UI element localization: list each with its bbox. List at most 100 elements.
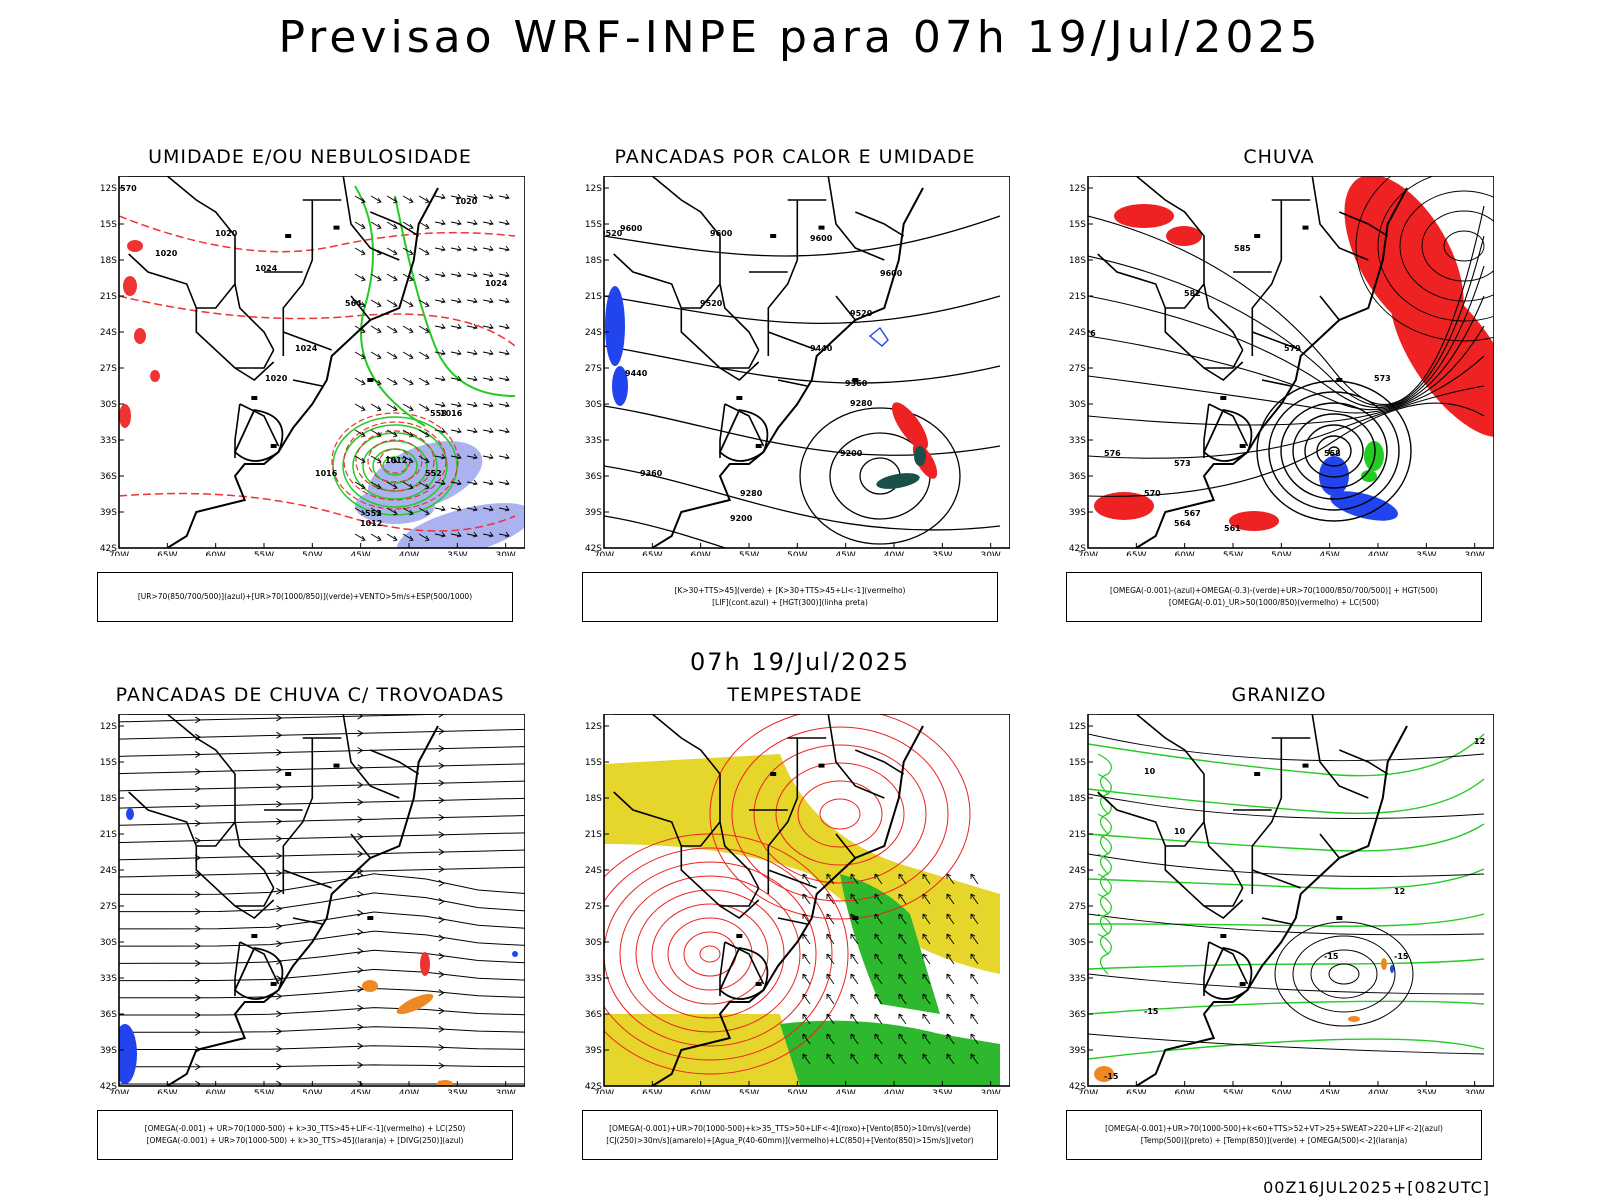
lat-tick-label: 15S (100, 220, 117, 230)
lon-tick-label: 45W (1319, 1089, 1339, 1094)
lat-tick-label: 15S (100, 758, 117, 768)
panel-title: GRANIZO (1231, 684, 1327, 706)
lat-tick-label: 24S (585, 328, 602, 338)
lon-tick-label: 50W (787, 1089, 807, 1094)
lon-tick-label: 40W (399, 1089, 419, 1094)
lat-tick-label: 36S (1069, 1010, 1086, 1020)
contour-label: 573 (1374, 374, 1391, 383)
contour-label: 558 (1324, 449, 1341, 458)
contour-label: 561 (1224, 524, 1241, 533)
lat-tick-label: 27S (100, 902, 117, 912)
lat-tick-label: 12S (585, 184, 602, 194)
legend-line: [OMEGA(-0.001)+UR>70(1000-500)+k>35_TTS>… (609, 1124, 971, 1133)
lat-tick-label: 39S (1069, 1046, 1086, 1056)
lat-tick-label: 36S (585, 1010, 602, 1020)
contour-label: 9360 (845, 379, 868, 388)
lon-tick-label: 65W (642, 551, 662, 556)
legend-line: [K>30+TTS>45](verde) + [K>30+TTS>45+LI<-… (674, 586, 906, 595)
lon-tick-label: 35W (1416, 1089, 1436, 1094)
lon-tick-label: 70W (109, 1089, 129, 1094)
legend-line: [OMEGA(-0.001) + UR>70(1000-500) + k>30_… (144, 1124, 466, 1133)
lat-tick-label: 21S (1069, 292, 1086, 302)
panel-title: UMIDADE E/OU NEBULOSIDADE (148, 146, 472, 168)
lat-tick-label: 36S (1069, 472, 1086, 482)
map-trovoadas: 12S 15S 18S 21S 24S 27S 30S 33S 36S 39S 42S 70W 65W 6… (95, 714, 525, 1094)
lat-tick-label: 24S (100, 328, 117, 338)
map-tempestade: 12S 15S 18S 21S 24S 27S 30S 33S 36S 39S 42S 70W 65W 6… (580, 714, 1010, 1094)
lon-tick-label: 30W (1464, 551, 1484, 556)
contour-label: 1024 (485, 279, 508, 288)
contour-label: 9280 (740, 489, 763, 498)
legend-pancadas-calor: [K>30+TTS>45](verde) + [K>30+TTS>45+LI<-… (582, 572, 998, 622)
contour-label: 1020 (455, 197, 478, 206)
lon-tick-label: 55W (1223, 1089, 1243, 1094)
lat-tick-label: 27S (585, 902, 602, 912)
panel-title: PANCADAS POR CALOR E UMIDADE (614, 146, 976, 168)
lat-tick-label: 30S (585, 400, 602, 410)
lon-tick-label: 60W (690, 551, 710, 556)
lat-tick-label: 27S (1069, 902, 1086, 912)
contour-label: -15 (1104, 1072, 1119, 1081)
contour-label: 9440 (810, 344, 833, 353)
legend-tempestade: [OMEGA(-0.001)+UR>70(1000-500)+k>35_TTS>… (582, 1110, 998, 1160)
lat-tick-label: 39S (100, 508, 117, 518)
contour-label: 12 (1474, 737, 1485, 746)
contour-label: 9280 (850, 399, 873, 408)
lat-tick-label: 24S (100, 866, 117, 876)
lat-tick-label: 39S (100, 1046, 117, 1056)
lat-tick-label: 39S (585, 508, 602, 518)
lon-tick-label: 55W (1223, 551, 1243, 556)
lat-tick-label: 18S (100, 794, 117, 804)
main-title: Previsao WRF-INPE para 07h 19/Jul/2025 (278, 12, 1322, 63)
legend-line: [OMEGA(-0.001)-(azul)+OMEGA(-0.3)-(verde… (1110, 586, 1438, 595)
lon-tick-label: 35W (447, 551, 467, 556)
lat-tick-label: 15S (585, 758, 602, 768)
lat-tick-label: 27S (100, 364, 117, 374)
lon-tick-label: 65W (157, 551, 177, 556)
lat-tick-label: 36S (585, 472, 602, 482)
lat-tick-label: 33S (100, 436, 117, 446)
lat-tick-label: 42S (100, 1082, 117, 1092)
lon-tick-label: 40W (884, 1089, 904, 1094)
lat-tick-label: 33S (585, 436, 602, 446)
map-pancadas-calor: 9520 9600 9600 9600 9600 9520 9520 9440 9440 9360… (580, 176, 1010, 556)
contour-label: 579 (1284, 344, 1301, 353)
lon-tick-label: 65W (157, 1089, 177, 1094)
lon-tick-label: 30W (980, 551, 1000, 556)
lat-tick-label: 42S (1069, 1082, 1086, 1092)
lat-tick-label: 21S (585, 830, 602, 840)
legend-chuva: [OMEGA(-0.001)-(azul)+OMEGA(-0.3)-(verde… (1066, 572, 1482, 622)
lat-tick-label: 24S (585, 866, 602, 876)
panel-title: CHUVA (1243, 146, 1315, 168)
legend-line: [OMEGA(-0.001) + UR>70(1000-500) + k>30_… (146, 1136, 464, 1145)
lon-tick-label: 30W (1464, 1089, 1484, 1094)
lon-tick-label: 70W (594, 551, 614, 556)
lat-tick-label: 24S (1069, 328, 1086, 338)
contour-label: 576 (1104, 449, 1121, 458)
lon-tick-label: 45W (350, 551, 370, 556)
lat-tick-label: 21S (100, 292, 117, 302)
contour-label: 1020 (215, 229, 238, 238)
legend-granizo: [OMEGA(-0.001)+UR>70(1000-500)+k<60+TTS>… (1066, 1110, 1482, 1160)
contour-label: 576 (1079, 329, 1096, 338)
map-granizo: -15 -15 -15 -15 12 12 10 10 12S 15S 18S 21S 24S 27S 30… (1064, 714, 1494, 1094)
lon-tick-label: 65W (642, 1089, 662, 1094)
lat-tick-label: 30S (100, 400, 117, 410)
lon-tick-label: 50W (302, 551, 322, 556)
lat-tick-label: 42S (1069, 544, 1086, 554)
lat-tick-label: 12S (100, 184, 117, 194)
map-umidade: 1020 1020 1024 1024 1020 1016 1012 1012 1016 1020… (95, 176, 525, 556)
lat-tick-label: 12S (1069, 722, 1086, 732)
contour-label: 564 (1174, 519, 1191, 528)
lon-tick-label: 70W (1078, 551, 1098, 556)
lat-tick-label: 39S (585, 1046, 602, 1056)
contour-label: 1016 (440, 409, 463, 418)
lat-tick-label: 21S (100, 830, 117, 840)
legend-trovoadas: [OMEGA(-0.001) + UR>70(1000-500) + k>30_… (97, 1110, 513, 1160)
lat-tick-label: 39S (1069, 508, 1086, 518)
lon-tick-label: 45W (350, 1089, 370, 1094)
contour-label: 585 (1234, 244, 1251, 253)
lon-tick-label: 45W (835, 551, 855, 556)
contour-label: 9520 (700, 299, 723, 308)
contour-label: 9520 (600, 229, 623, 238)
